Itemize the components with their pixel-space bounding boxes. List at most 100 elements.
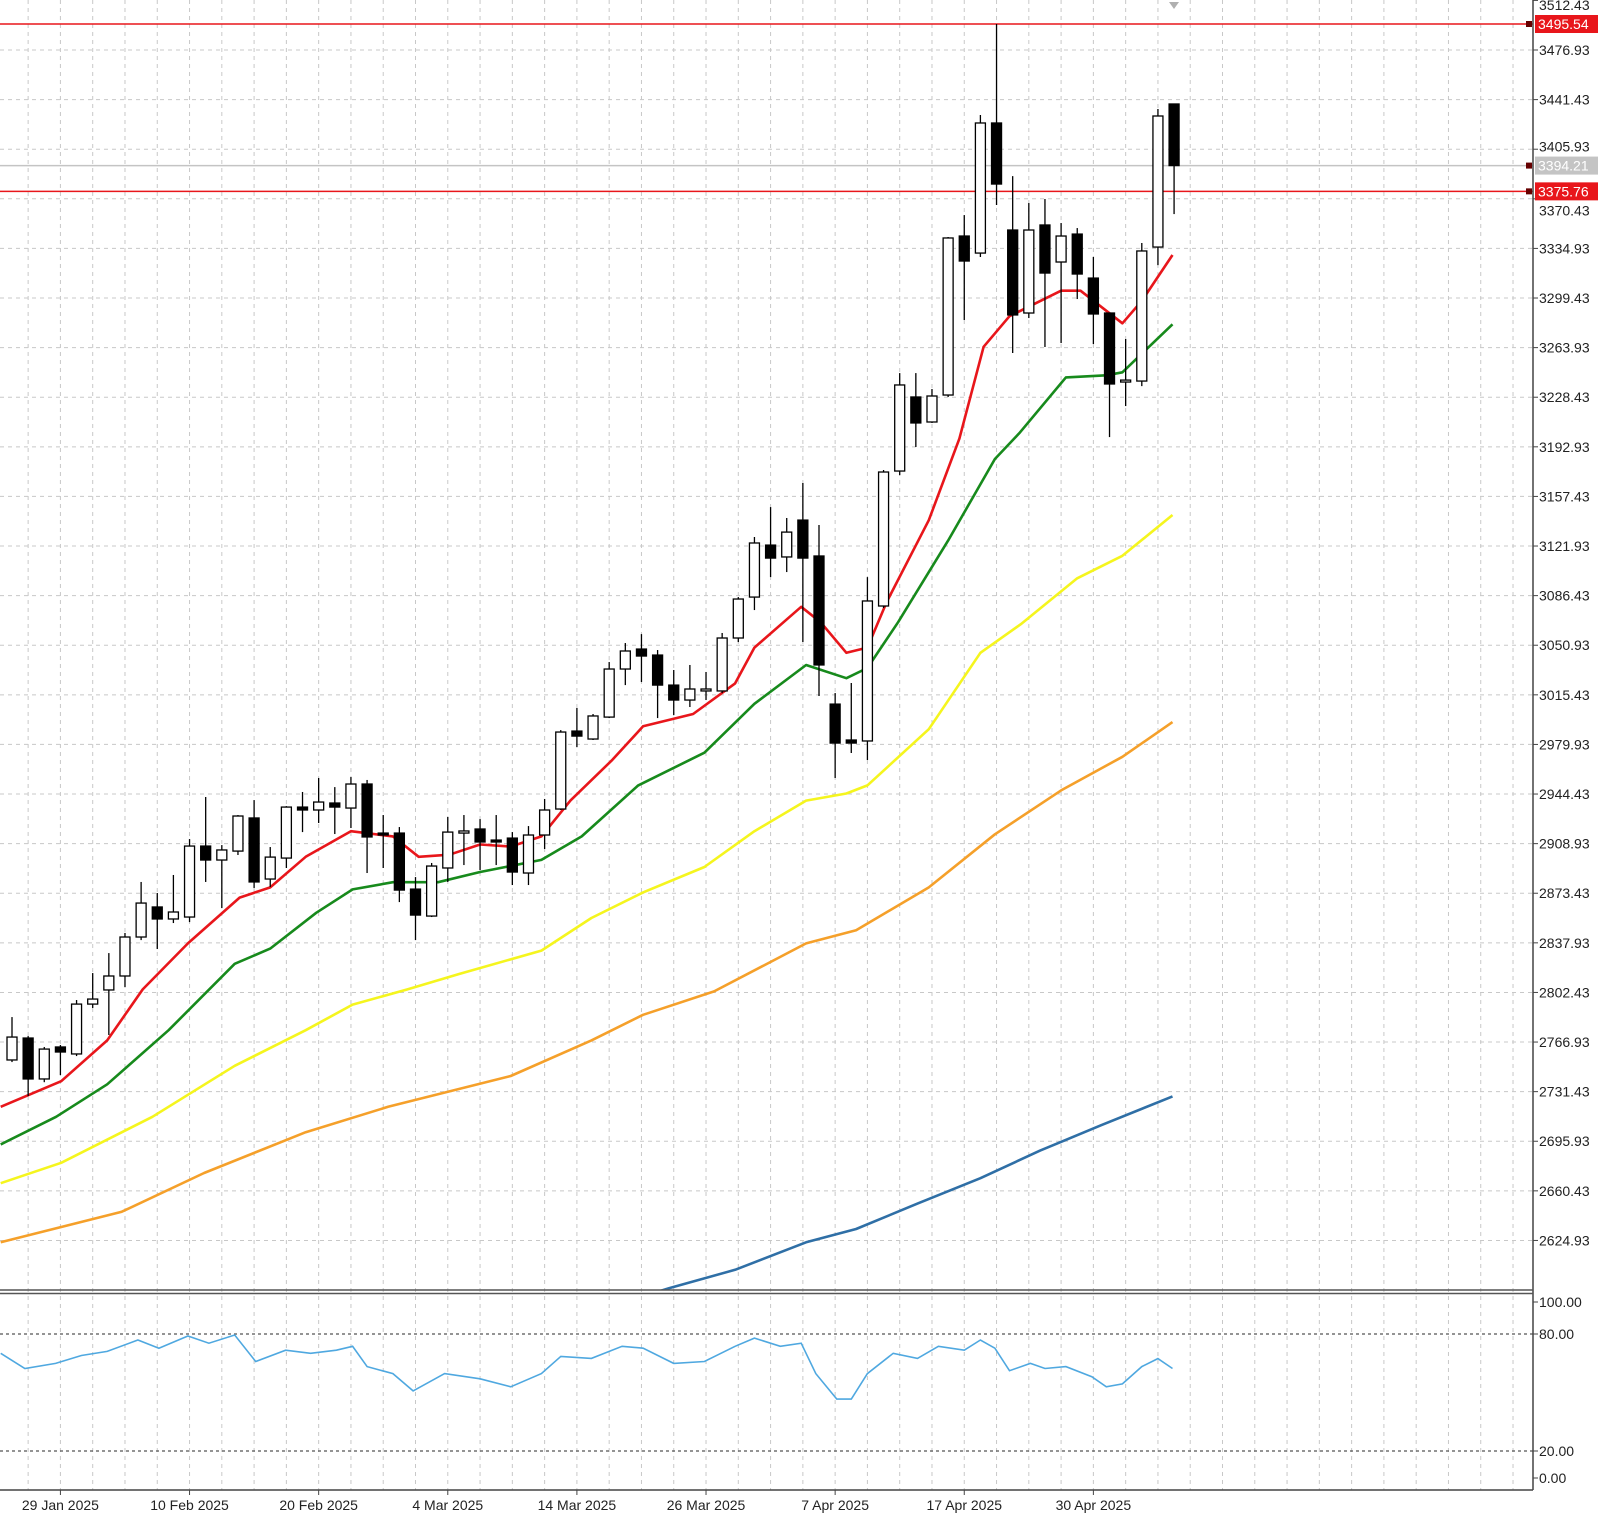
candle xyxy=(781,517,793,573)
candle xyxy=(958,215,970,320)
price-tick-label: 3512.43 xyxy=(1539,0,1590,13)
candle-body-bullish xyxy=(264,856,276,880)
candle xyxy=(894,373,906,476)
candle-body-bullish xyxy=(103,975,115,991)
candle xyxy=(38,1046,50,1083)
current-price-tag-label: 3394.21 xyxy=(1538,158,1589,174)
candle-body-bearish xyxy=(393,832,406,891)
rsi-tick-label: 0.00 xyxy=(1539,1470,1566,1486)
candle-body-bearish xyxy=(361,783,373,838)
candle xyxy=(555,730,567,811)
candle-body-bullish xyxy=(232,815,244,852)
candle xyxy=(506,832,518,886)
candle xyxy=(329,787,341,835)
candles xyxy=(6,24,1180,1097)
time-tick-label: 7 Apr 2025 xyxy=(801,1497,869,1513)
candle xyxy=(296,791,309,833)
candle-body-bearish xyxy=(635,648,648,657)
candle xyxy=(1136,243,1148,387)
shift-marker-icon[interactable] xyxy=(1169,2,1179,9)
candle-body-bearish xyxy=(1039,224,1051,274)
price-tick-label: 3086.43 xyxy=(1539,588,1590,604)
rsi-tick-label: 20.00 xyxy=(1539,1443,1574,1459)
candle-body-bullish xyxy=(216,849,228,861)
candle xyxy=(587,714,599,741)
candle-body-bullish xyxy=(1152,115,1164,248)
candle-body-bearish xyxy=(797,519,809,559)
current-price-marker xyxy=(1526,162,1532,169)
candle xyxy=(442,816,454,882)
candle-body-bullish xyxy=(522,834,535,874)
price-tick-label: 3192.93 xyxy=(1539,439,1590,455)
candle-body-bearish xyxy=(829,703,841,744)
candle-body-bullish xyxy=(861,600,874,742)
price-tick-label: 3334.93 xyxy=(1539,240,1590,256)
current-price-tag xyxy=(1535,156,1598,175)
candle-body-bullish xyxy=(942,237,954,396)
candle-body-bearish xyxy=(329,802,341,808)
rsi-panel xyxy=(0,1334,1173,1400)
price-tick-label: 3299.43 xyxy=(1539,290,1590,306)
candle xyxy=(1023,203,1035,319)
time-tick-label: 14 Mar 2025 xyxy=(538,1497,617,1513)
candle xyxy=(183,839,196,923)
candle-body-bearish xyxy=(474,828,486,843)
candle xyxy=(845,682,857,753)
candle-body-bearish xyxy=(764,544,777,559)
candle-body-bearish xyxy=(409,888,422,916)
candle-body-bearish xyxy=(377,832,389,836)
candle-body-bearish xyxy=(151,906,163,920)
candle-body-bullish xyxy=(458,830,470,834)
candle xyxy=(684,664,696,708)
resistance-line-tag-label: 3495.54 xyxy=(1538,16,1589,32)
price-tick-label: 3476.93 xyxy=(1539,42,1590,58)
candle xyxy=(538,798,551,849)
candle xyxy=(1055,223,1067,344)
candle xyxy=(1103,312,1116,438)
main-price-panel xyxy=(0,23,1533,1290)
candle xyxy=(409,877,422,941)
price-tick-label: 3263.93 xyxy=(1539,340,1590,356)
candle xyxy=(942,236,954,397)
candle xyxy=(619,643,631,686)
candle-body-bearish xyxy=(990,122,1003,185)
candle-body-bullish xyxy=(1023,229,1035,314)
price-tick-label: 2873.43 xyxy=(1539,885,1590,901)
candle-body-bullish xyxy=(538,809,551,836)
candle xyxy=(1152,109,1164,266)
candle xyxy=(458,815,470,866)
candle xyxy=(232,815,244,855)
candle xyxy=(716,632,728,694)
candle-body-bearish xyxy=(571,730,583,737)
candle-body-bearish xyxy=(1168,103,1180,167)
price-tick-label: 2766.93 xyxy=(1539,1034,1590,1050)
candle-body-bullish xyxy=(1055,235,1067,263)
time-tick-label: 20 Feb 2025 xyxy=(279,1497,358,1513)
candle-body-bullish xyxy=(732,598,744,639)
candle xyxy=(119,932,131,988)
candle xyxy=(474,819,486,871)
candle xyxy=(522,826,535,886)
candle xyxy=(393,827,406,903)
candle xyxy=(70,1000,83,1057)
candle-body-bullish xyxy=(877,471,890,607)
candle-body-bearish xyxy=(845,739,857,744)
candle xyxy=(829,693,841,779)
candle-body-bullish xyxy=(1120,379,1132,383)
candle-body-bullish xyxy=(894,384,906,472)
price-tick-label: 2731.43 xyxy=(1539,1084,1590,1100)
candle xyxy=(668,670,680,715)
price-tick-label: 3157.43 xyxy=(1539,488,1590,504)
candle-body-bullish xyxy=(587,715,599,740)
candle xyxy=(861,577,874,760)
resistance-line-marker xyxy=(1526,21,1532,28)
resistance-line-tag xyxy=(1535,15,1598,34)
ma-blue-line xyxy=(658,1095,1173,1290)
rsi-axis-labels: 100.00 80.00 20.00 0.00 xyxy=(1533,1294,1582,1486)
candle xyxy=(264,847,276,887)
candle-body-bullish xyxy=(716,637,728,692)
price-tick-label: 3015.43 xyxy=(1539,687,1590,703)
candle-body-bullish xyxy=(183,845,196,918)
candle xyxy=(990,24,1003,206)
